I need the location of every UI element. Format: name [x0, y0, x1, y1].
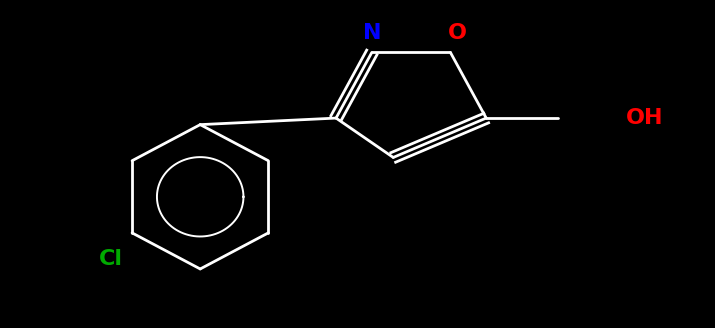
Text: Cl: Cl — [99, 249, 123, 269]
Text: N: N — [363, 23, 381, 43]
Text: OH: OH — [626, 108, 663, 128]
Text: O: O — [448, 23, 467, 43]
